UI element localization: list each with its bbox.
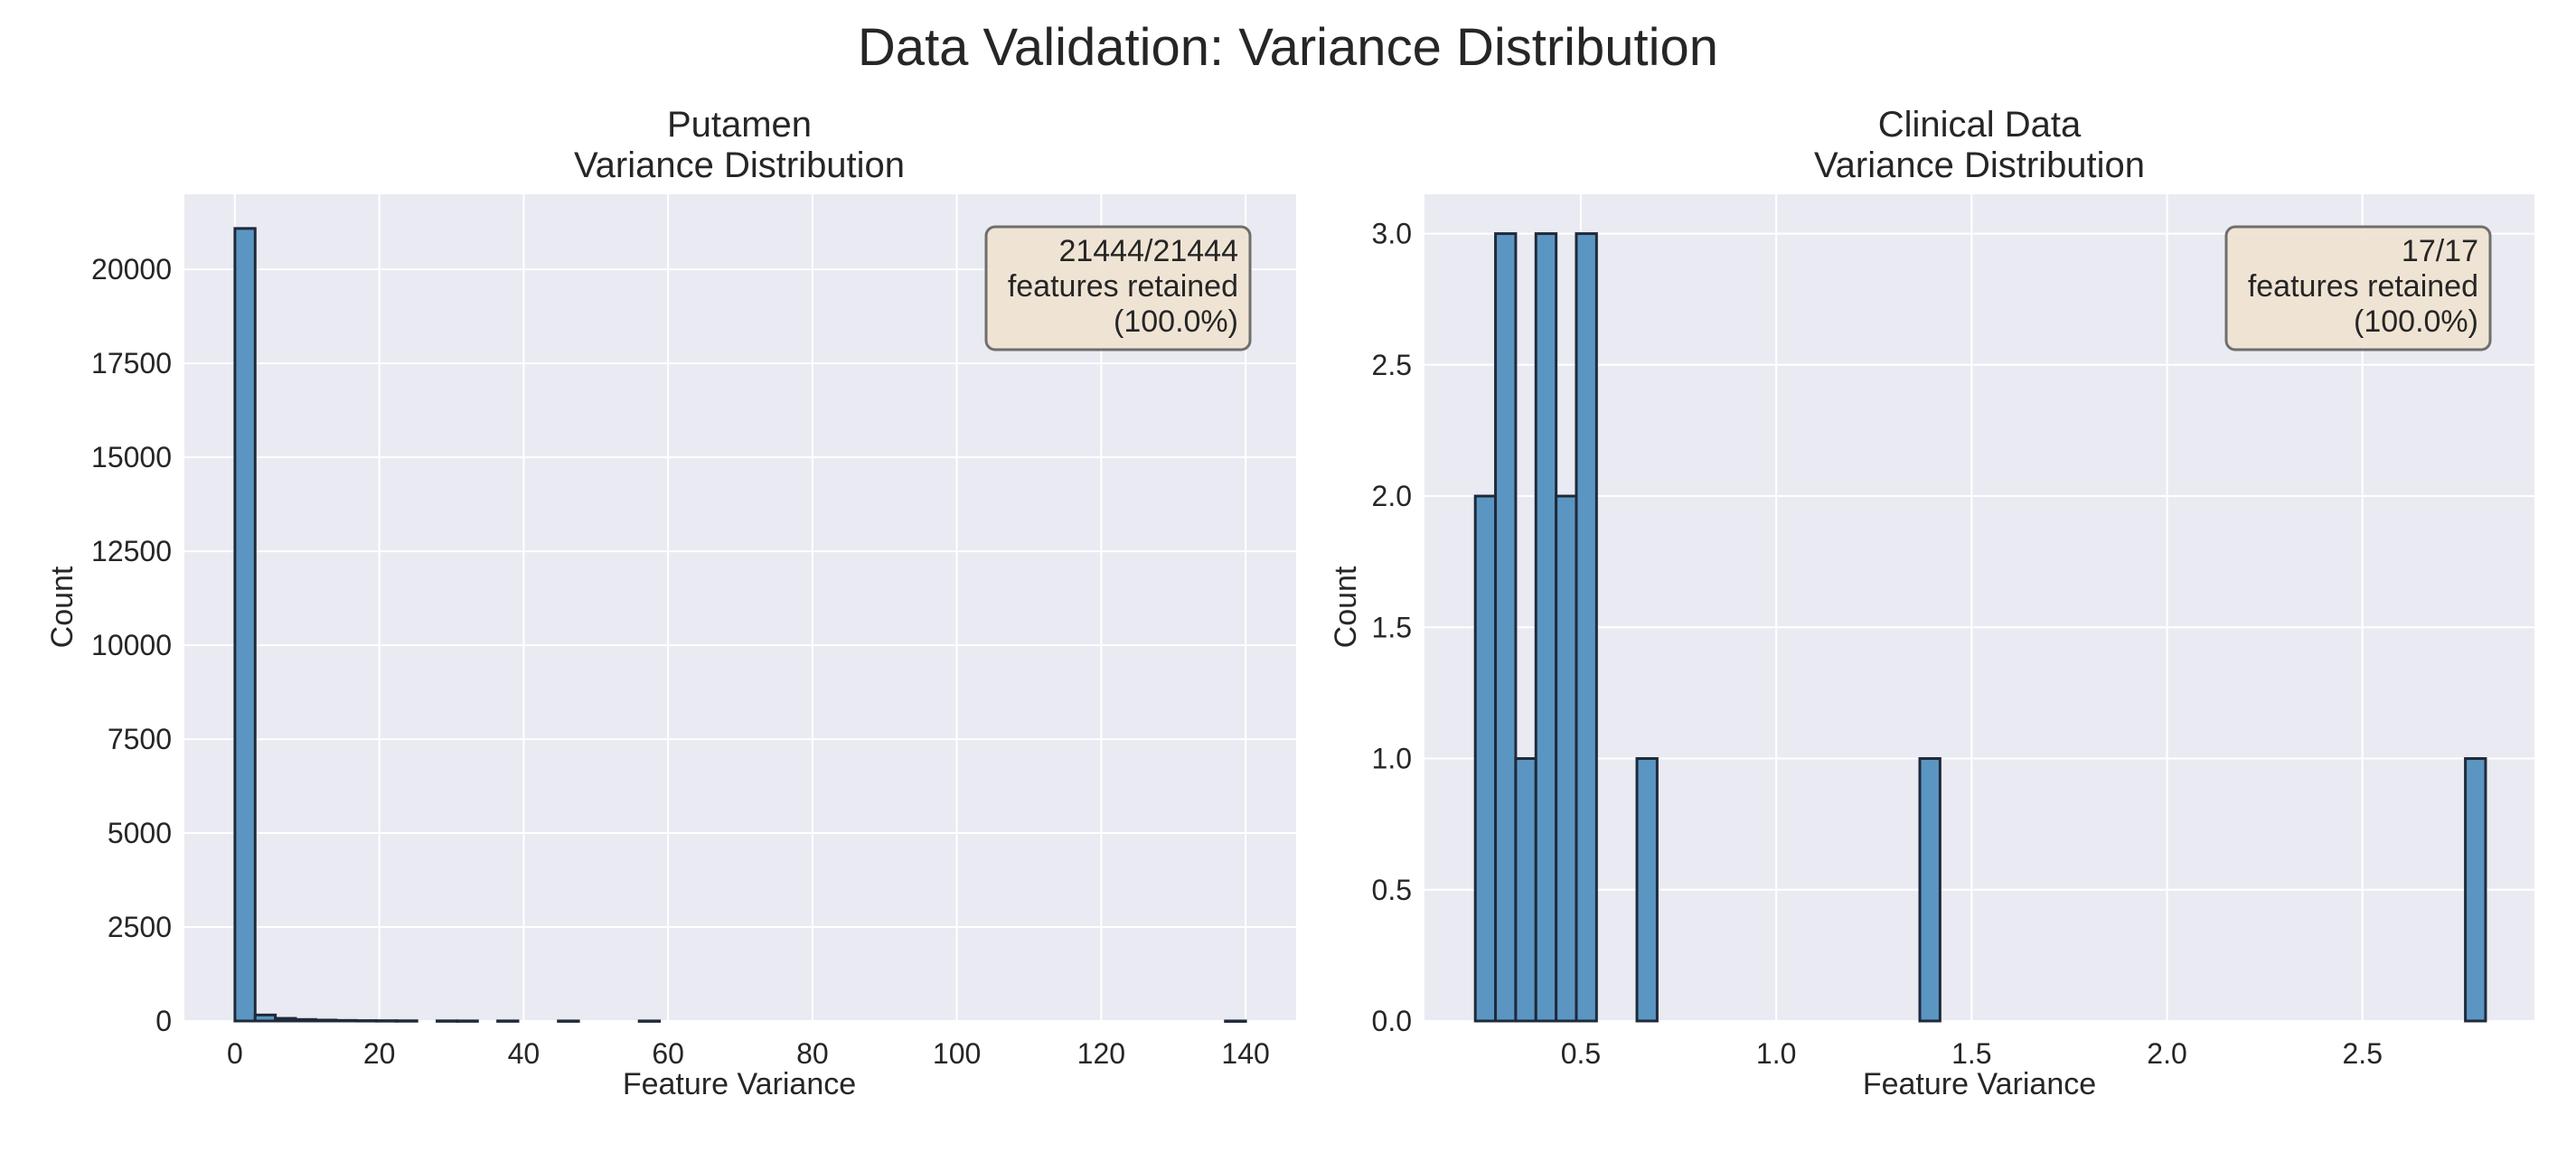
y-tick-label: 2500	[108, 911, 172, 943]
histogram-bar	[1514, 757, 1537, 1023]
histogram-bar	[294, 1017, 317, 1023]
x-tick-label: 140	[1221, 1037, 1269, 1070]
x-tick-label: 2.0	[2147, 1037, 2186, 1070]
x-tick-label: 100	[933, 1037, 981, 1070]
histogram-bar	[1575, 232, 1598, 1023]
x-tick-label: 0	[227, 1037, 243, 1070]
histogram-bar	[1224, 1019, 1247, 1023]
y-tick-label: 2.5	[1372, 349, 1412, 381]
panel-title-line2: Variance Distribution	[574, 145, 905, 185]
histogram-bar	[374, 1019, 399, 1023]
histogram-bar	[1473, 494, 1498, 1023]
figure-title: Data Validation: Variance Distribution	[858, 18, 1718, 77]
annotation-line2: features retained	[1008, 269, 1238, 304]
x-tick-labels: 0.5 1.0 1.5 2.0 2.5	[1561, 1037, 2383, 1070]
histogram-bar	[354, 1019, 378, 1023]
histogram-bar	[1918, 757, 1941, 1023]
y-tick-label: 12500	[91, 535, 172, 567]
histogram-bar	[1635, 757, 1659, 1023]
panel-putamen: Putamen Variance Distribution 0 20 40 60 80 1…	[45, 105, 1296, 1101]
y-axis-label: Count	[45, 566, 80, 648]
x-tick-label: 1.0	[1756, 1037, 1796, 1070]
y-tick-label: 2.0	[1372, 480, 1412, 512]
y-tick-label: 17500	[91, 347, 172, 379]
y-tick-labels: 0.0 0.5 1.0 1.5 2.0 2.5 3.0	[1372, 218, 1412, 1037]
y-tick-label: 0.0	[1372, 1005, 1412, 1037]
histogram-bar	[2464, 757, 2487, 1023]
histogram-bar	[395, 1019, 418, 1023]
histogram-bar	[1534, 232, 1558, 1023]
y-tick-label: 7500	[108, 723, 172, 755]
panel-clinical-data: Clinical Data Variance Distribution 0.5 1…	[1329, 105, 2534, 1101]
annotation-line1: 17/17	[2402, 234, 2478, 268]
x-axis-label: Feature Variance	[623, 1067, 856, 1101]
histogram-bars	[233, 227, 1247, 1023]
annotation-line1: 21444/21444	[1058, 234, 1238, 268]
x-tick-label: 1.5	[1951, 1037, 1991, 1070]
x-tick-labels: 0 20 40 60 80 100 120 140	[227, 1037, 1270, 1070]
annotation-line2: features retained	[2248, 269, 2478, 304]
x-tick-label: 60	[652, 1037, 684, 1070]
histogram-bar	[456, 1019, 479, 1023]
y-tick-label: 0	[155, 1005, 172, 1037]
histogram-bar	[233, 227, 257, 1023]
x-tick-label: 2.5	[2343, 1037, 2383, 1070]
panel-title-line2: Variance Distribution	[1814, 145, 2145, 185]
x-tick-label: 40	[508, 1037, 541, 1070]
annotation-line3: (100.0%)	[1114, 304, 1238, 339]
annotation-box: 17/17 features retained (100.0%)	[2224, 225, 2492, 351]
histogram-bars	[1473, 232, 2487, 1023]
panel-title-line1: Putamen	[667, 105, 812, 145]
annotation-background	[2224, 225, 2492, 351]
histogram-bar	[1555, 494, 1578, 1023]
histogram-bar	[1494, 232, 1518, 1023]
histogram-bar	[637, 1019, 662, 1023]
y-tick-label: 3.0	[1372, 218, 1412, 250]
annotation-line3: (100.0%)	[2354, 304, 2478, 339]
y-tick-labels: 0 2500 5000 7500 10000 12500 15000 17500 20000	[91, 253, 172, 1037]
y-tick-label: 10000	[91, 629, 172, 661]
histogram-bar	[557, 1019, 580, 1023]
y-tick-label: 20000	[91, 253, 172, 286]
annotation-box: 21444/21444 features retained (100.0%)	[984, 225, 1252, 351]
x-tick-label: 20	[363, 1037, 396, 1070]
y-axis-label: Count	[1329, 566, 1363, 648]
histogram-bar	[436, 1019, 459, 1023]
histogram-bar	[253, 1013, 277, 1023]
y-tick-label: 1.5	[1372, 611, 1412, 643]
histogram-bar	[496, 1019, 520, 1023]
annotation-background	[984, 225, 1252, 351]
x-tick-label: 120	[1077, 1037, 1125, 1070]
histogram-bar	[314, 1018, 338, 1023]
y-tick-label: 5000	[108, 817, 172, 849]
histogram-bar	[334, 1018, 358, 1023]
y-tick-label: 1.0	[1372, 743, 1412, 775]
x-tick-label: 0.5	[1561, 1037, 1601, 1070]
x-axis-label: Feature Variance	[1863, 1067, 2096, 1101]
x-tick-label: 80	[796, 1037, 829, 1070]
y-tick-label: 0.5	[1372, 874, 1412, 906]
panel-title-line1: Clinical Data	[1878, 105, 2082, 145]
y-tick-label: 15000	[91, 441, 172, 473]
histogram-bar	[274, 1016, 297, 1023]
